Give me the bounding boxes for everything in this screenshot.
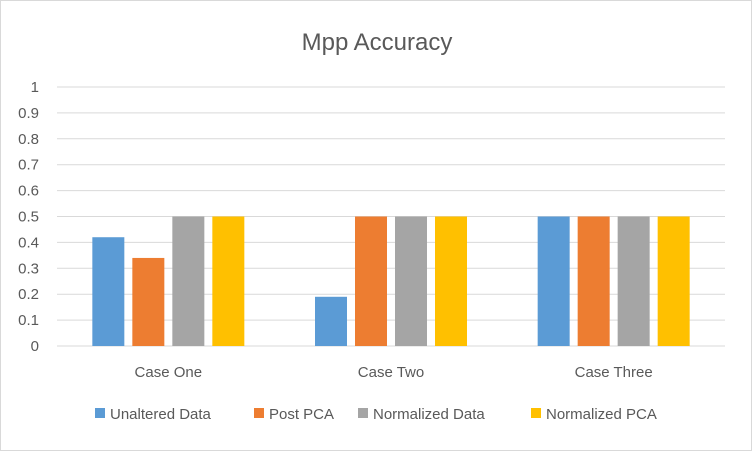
y-tick-label: 1 xyxy=(31,79,39,96)
y-tick-label: 0.1 xyxy=(18,312,39,329)
y-tick-label: 0.4 xyxy=(18,234,39,251)
legend-swatch xyxy=(254,408,264,418)
bar-post-pca-0 xyxy=(132,257,165,346)
legend-swatch xyxy=(531,408,541,418)
legend-label: Normalized Data xyxy=(373,406,485,423)
legend-label: Normalized PCA xyxy=(546,406,657,423)
y-tick-label: 0.5 xyxy=(18,209,39,226)
bar-normalized-data-1 xyxy=(395,216,427,346)
bar-normalized-pca-0 xyxy=(212,216,245,346)
gridlines xyxy=(57,86,725,347)
legend: Unaltered Data Post PCA Normalized Data Nor… xyxy=(95,406,657,423)
bar-post-pca-2 xyxy=(577,216,610,346)
legend-label: Unaltered Data xyxy=(110,406,212,423)
x-category-label: Case One xyxy=(135,364,203,381)
y-tick-label: 0.8 xyxy=(18,131,39,148)
chart-title: Mpp Accuracy xyxy=(302,29,453,56)
bar-unaltered-data-0 xyxy=(92,237,125,346)
x-axis-categories: Case One Case Two Case Three xyxy=(135,364,653,381)
y-tick-label: 0 xyxy=(31,338,39,355)
bar-normalized-data-0 xyxy=(172,216,205,346)
bar-unaltered-data-2 xyxy=(537,216,570,346)
x-category-label: Case Two xyxy=(358,364,424,381)
bar-unaltered-data-1 xyxy=(315,296,347,346)
y-tick-label: 0.9 xyxy=(18,105,39,122)
bar-normalized-pca-2 xyxy=(657,216,690,346)
legend-swatch xyxy=(95,408,105,418)
bar-normalized-pca-1 xyxy=(435,216,467,346)
legend-swatch xyxy=(358,408,368,418)
bar-normalized-data-2 xyxy=(617,216,650,346)
y-tick-label: 0.2 xyxy=(18,286,39,303)
bar-post-pca-1 xyxy=(355,216,387,346)
legend-label: Post PCA xyxy=(269,406,334,423)
y-tick-label: 0.7 xyxy=(18,157,39,174)
y-tick-label: 0.6 xyxy=(18,183,39,200)
y-tick-label: 0.3 xyxy=(18,260,39,277)
bars xyxy=(92,216,690,346)
y-axis-ticks: 0 0.1 0.2 0.3 0.4 0.5 0.6 0.7 0.8 0.9 1 xyxy=(18,79,39,355)
x-category-label: Case Three xyxy=(575,364,653,381)
